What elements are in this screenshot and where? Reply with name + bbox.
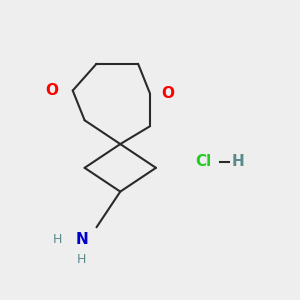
- Text: H: H: [53, 233, 62, 246]
- Text: O: O: [161, 86, 174, 101]
- Text: H: H: [231, 154, 244, 169]
- Text: O: O: [45, 83, 58, 98]
- Text: N: N: [75, 232, 88, 247]
- Text: H: H: [77, 254, 86, 266]
- Text: Cl: Cl: [195, 154, 212, 169]
